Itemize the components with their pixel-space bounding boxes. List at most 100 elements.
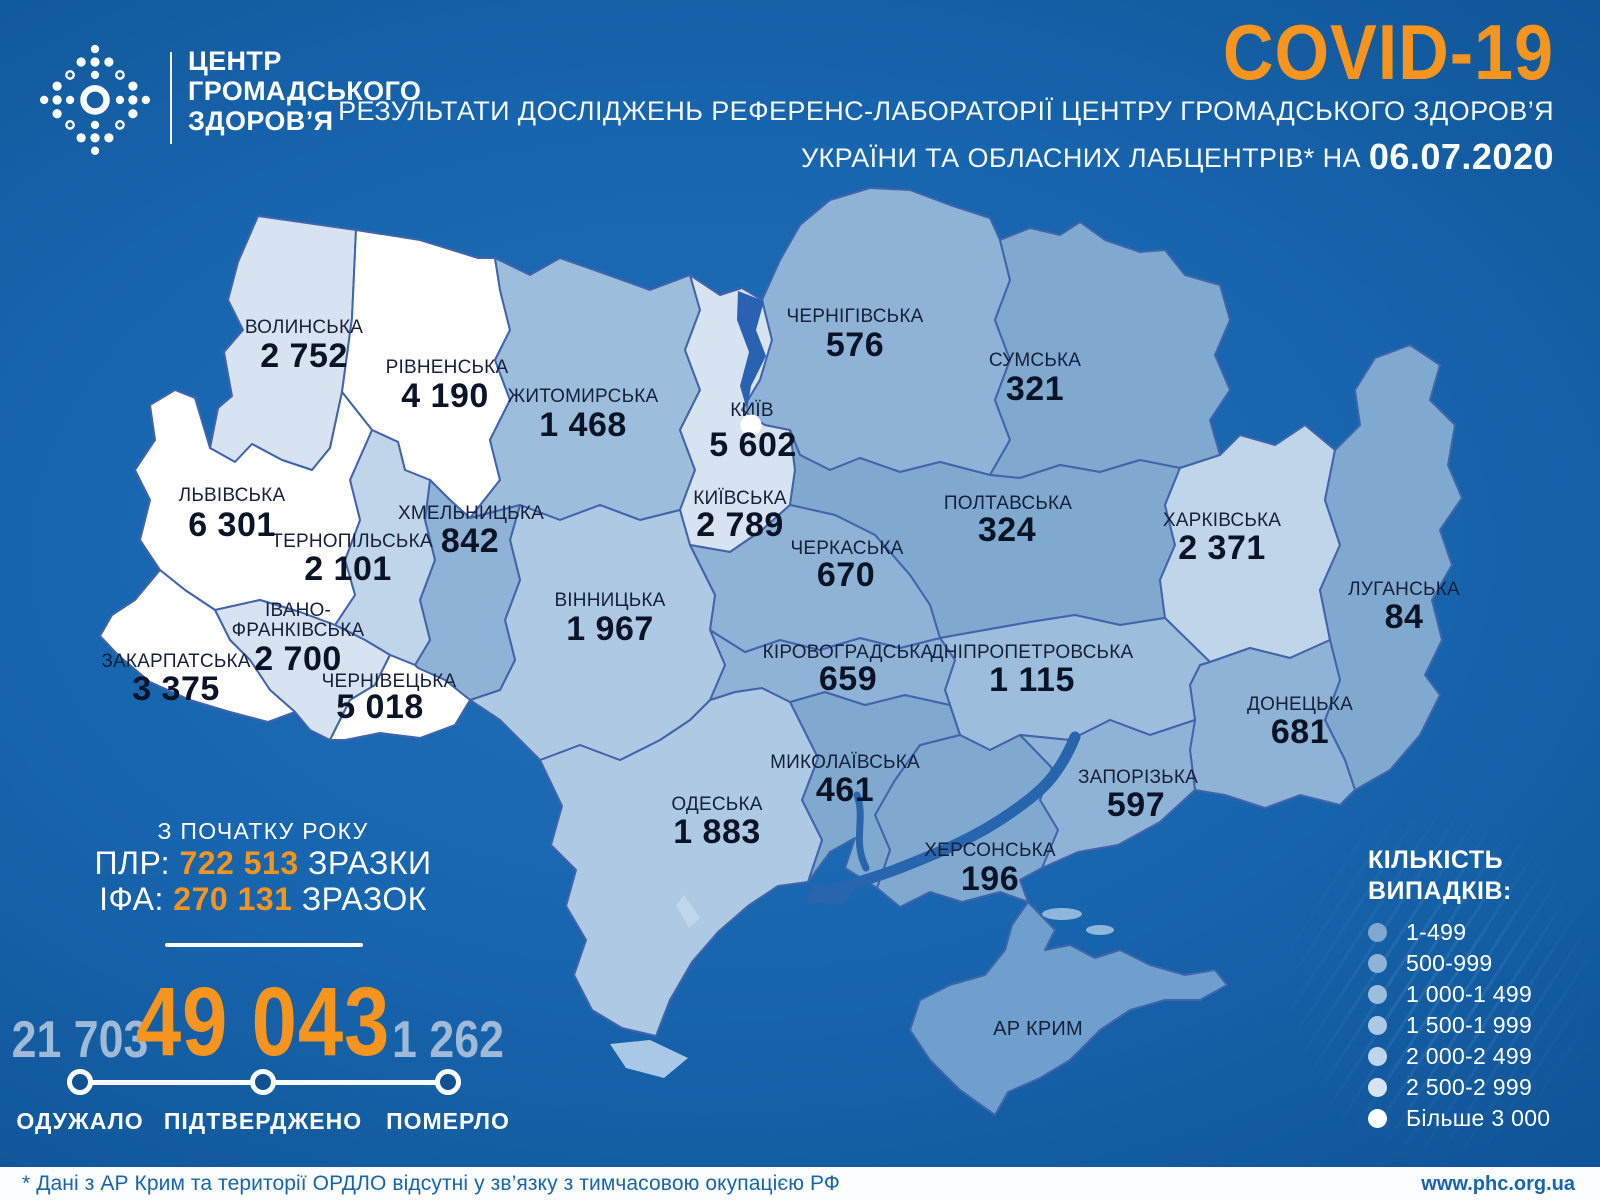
region-cherkaska-shape [689,504,941,653]
region-krym-shape [909,901,1228,1116]
region-zakarpatska-value: 3 375 [132,670,220,708]
stats-divider [165,943,363,947]
footer-note: * Дані з АР Крим та території ОРДЛО відс… [22,1172,840,1195]
legend: КІЛЬКІСТЬ ВИПАДКІВ: 1-499 500-999 1 000-… [1368,845,1550,1134]
region-chernihivska-value: 576 [826,326,884,364]
region-chernivetska-label: ЧЕРНІВЕЦЬКА [322,671,457,692]
region-rivnenska-label: РІВНЕНСЬКА [386,357,509,378]
region-vinnytska-value: 1 967 [566,610,654,648]
legend-item-label: 500-999 [1406,950,1493,976]
pcr-line: ПЛР: 722 513 ЗРАЗКИ [95,845,432,882]
water-kyiv-reservoir [737,291,766,410]
elisa-label: ІФА: [99,881,164,917]
subtitle-line2-prefix: УКРАЇНИ ТА ОБЛАСНИХ ЛАБЦЕНТРІВ* НА [800,143,1361,173]
legend-dot [1368,1047,1387,1066]
region-mykolaivska-label: МИКОЛАЇВСЬКА [770,752,920,773]
region-khmelnytska-label: ХМЕЛЬНИЦЬКА [398,503,544,524]
timeline-node-confirmed [250,1069,276,1095]
legend-dot [1368,954,1387,973]
legend-dot [1368,923,1387,942]
pcr-label: ПЛР: [94,845,171,881]
legend-item-label: Більше 3 000 [1406,1105,1551,1131]
legend-item: 1-499 [1368,917,1550,948]
recovered-value: 21 703 [11,1011,149,1069]
water-dnipro-river [809,731,1081,901]
subtitle-line2: УКРАЇНИ ТА ОБЛАСНИХ ЛАБЦЕНТРІВ* НА 06.07… [338,136,1554,178]
kyiv-city-label: КИЇВ [730,400,773,421]
region-kirovohradska-label: КІРОВОГРАДСЬКА [763,642,934,663]
legend-item-label: 2 000-2 499 [1406,1043,1533,1069]
region-sumska-shape [989,221,1231,479]
legend-item: 1 000-1 499 [1368,979,1550,1010]
region-zaporizka-label: ЗАПОРІЗЬКА [1078,767,1198,788]
water-syvash-1 [1042,908,1082,920]
region-odeska-label: ОДЕСЬКА [671,794,762,815]
water-layer [610,291,1114,1078]
pcr-value: 722 513 [179,845,299,881]
region-dnipropetrovska-label: ДНІПРОПЕТРОВСЬКА [931,642,1134,663]
legend-dot [1368,1016,1387,1035]
header-title-block: COVID-19 РЕЗУЛЬТАТИ ДОСЛІДЖЕНЬ РЕФЕРЕНС-… [338,13,1554,178]
legend-item-label: 2 500-2 999 [1406,1074,1533,1100]
region-poltavska-label: ПОЛТАВСЬКА [944,493,1072,514]
legend-item: 500-999 [1368,948,1550,979]
legend-item: 2 000-2 499 [1368,1041,1550,1072]
region-volynska-value: 2 752 [260,337,348,375]
legend-item: Більше 3 000 [1368,1103,1550,1134]
region-sumska-label: СУМСЬКА [989,350,1081,371]
logo-text-line1: ЦЕНТР [188,46,282,76]
region-donetska-value: 681 [1271,713,1329,751]
region-poltavska-value: 324 [978,511,1036,549]
logo-text-line3: ЗДОРОВ’Я [188,106,334,136]
since-year-label: З ПОЧАТКУ РОКУ [157,818,369,844]
region-rivnenska-value: 4 190 [401,377,489,415]
legend-item: 1 500-1 999 [1368,1010,1550,1041]
legend-item-label: 1-499 [1406,919,1467,945]
region-chernihivska-label: ЧЕРНІГІВСЬКА [787,306,924,327]
kyiv-city-value: 5 602 [709,426,797,464]
legend-item-label: 1 000-1 499 [1406,981,1533,1007]
confirmed-value: 49 043 [135,967,391,1076]
footer-url[interactable]: www.phc.org.ua [1421,1172,1575,1195]
water-dnister-liman [676,895,700,928]
region-mykolaivska-value: 461 [816,771,874,809]
legend-dot [1368,985,1387,1004]
footer: * Дані з АР Крим та території ОРДЛО відс… [0,1167,1600,1201]
region-zakarpatska-shape [99,569,296,723]
region-lvivska-label: ЛЬВІВСЬКА [179,485,286,506]
region-ivano-frankivska-value: 2 700 [254,640,342,678]
timeline-node-recovered [67,1069,93,1095]
region-luhanska-label: ЛУГАНСЬКА [1348,579,1460,600]
region-chernivetska-shape [329,654,471,741]
labels-layer: ВОЛИНСЬКА 2 752 РІВНЕНСЬКА 4 190 ЖИТОМИР… [101,306,1460,1040]
water-syvash-2 [1086,925,1114,935]
kyiv-city-dot [740,414,762,436]
legend-dot [1368,1109,1387,1128]
region-donetska-label: ДОНЕЦЬКА [1247,694,1353,715]
pcr-suffix: ЗРАЗКИ [308,845,432,881]
legend-item-label: 1 500-1 999 [1406,1012,1533,1038]
region-sumska-value: 321 [1006,370,1064,408]
region-odeska-value: 1 883 [673,813,761,851]
region-zakarpatska-label: ЗАКАРПАТСЬКА [101,651,250,672]
region-zaporizka-value: 597 [1107,786,1165,824]
legend-title-line1: КІЛЬКІСТЬ [1368,846,1504,874]
region-khersonska-label: ХЕРСОНСЬКА [924,840,1056,861]
region-lvivska-value: 6 301 [188,506,276,544]
subtitle-line1: РЕЗУЛЬТАТИ ДОСЛІДЖЕНЬ РЕФЕРЕНС-ЛАБОРАТОР… [338,96,1554,126]
region-ternopilska-value: 2 101 [304,550,392,588]
phc-logo: ЦЕНТР ГРОМАДСЬКОГО ЗДОРОВ’Я [34,36,421,162]
region-khmelnytska-value: 842 [441,522,499,560]
region-vinnytska-label: ВІННИЦЬКА [554,590,665,611]
region-khersonska-value: 196 [961,860,1019,898]
region-krym-label: АР КРИМ [993,1018,1083,1040]
died-label: ПОМЕРЛО [386,1108,510,1134]
water-dnipro-estuary [806,884,852,904]
region-volynska-label: ВОЛИНСЬКА [245,317,363,338]
legend-dot [1368,1078,1387,1097]
logo-text-line2: ГРОМАДСЬКОГО [188,76,422,106]
elisa-suffix: ЗРАЗОК [301,881,427,917]
phc-logo-icon [40,44,150,155]
